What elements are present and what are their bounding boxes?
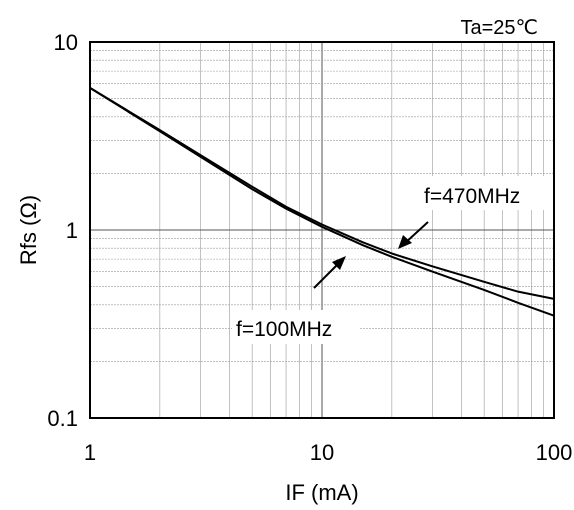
condition-label: Ta=25℃	[460, 17, 538, 39]
plot-frame	[89, 41, 555, 419]
condition-label-bg	[430, 14, 552, 40]
arrow-f100-head	[332, 256, 346, 270]
arrow-f100-shaft	[313, 261, 341, 289]
y-tick-label: 1	[66, 218, 78, 243]
series-line-f100	[89, 87, 555, 317]
y-tick-label: 0.1	[47, 406, 78, 431]
x-tick-label: 100	[536, 440, 573, 465]
annotation-f470: f=470MHz	[424, 185, 520, 208]
x-tick-label: 1	[84, 440, 96, 465]
y-tick-label: 10	[54, 30, 78, 55]
grid-lines	[90, 42, 554, 418]
data-curves	[89, 87, 555, 317]
x-axis-label: IF (mA)	[285, 480, 358, 505]
x-tick-label: 10	[310, 440, 334, 465]
annotation-100-bg	[232, 310, 360, 344]
series-line-f470	[89, 87, 555, 300]
annotation-f100: f=100MHz	[236, 318, 332, 341]
arrow-f470-head	[398, 235, 412, 249]
annotation-470-bg	[420, 176, 548, 210]
y-axis-label: Rfs (Ω)	[16, 195, 41, 265]
